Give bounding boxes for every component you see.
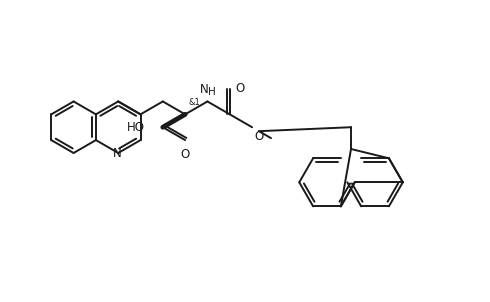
Text: O: O bbox=[236, 82, 245, 95]
Text: N: N bbox=[113, 147, 122, 160]
Text: H: H bbox=[208, 86, 216, 97]
Text: N: N bbox=[200, 82, 209, 95]
Text: O: O bbox=[254, 130, 263, 143]
Text: HO: HO bbox=[127, 121, 145, 134]
Text: O: O bbox=[180, 148, 190, 161]
Text: &1: &1 bbox=[188, 98, 200, 108]
